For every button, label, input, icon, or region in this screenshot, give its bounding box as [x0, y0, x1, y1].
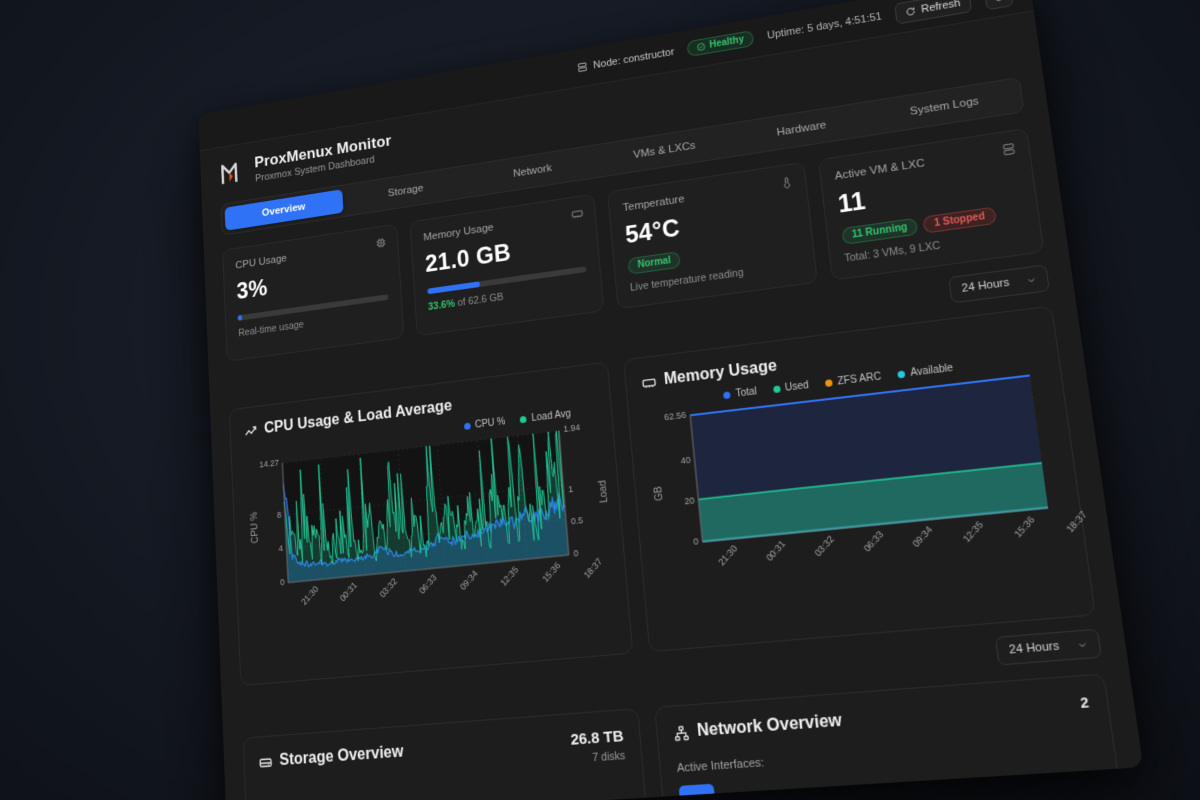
legend-label-used: Used — [784, 379, 810, 394]
server-icon — [577, 61, 588, 73]
memory-percent: 33.6% — [427, 298, 456, 313]
storage-total-capacity-value: 26.8 TB — [569, 727, 625, 749]
network-overview-panel: Network Overview 2 Active Interfaces: — [654, 673, 1124, 800]
y-axis-tick: 0 — [279, 577, 285, 588]
storage-disk-count: 7 disks — [592, 749, 626, 765]
network-title-row: Network Overview — [673, 712, 843, 743]
node-indicator: Node: constructor — [577, 46, 675, 73]
storage-header-row: Storage Overview 26.8 TB 7 disks — [259, 727, 626, 786]
cpu-icon — [374, 236, 386, 254]
cpu-chart-canvas: 14.27 8 4 0 CPU % 1.94 1 0.5 0 Load 21:30 00:31 03:3… — [246, 420, 611, 619]
network-interface-count: 2 — [1079, 693, 1090, 712]
legend-item-available: Available — [897, 363, 954, 381]
x-axis-tick: 18:37 — [1063, 509, 1090, 535]
y2-axis-label: Load — [597, 479, 611, 503]
uptime-label: Uptime: 5 days, 4:51:51 — [766, 10, 883, 42]
cpu-usage-card: CPU Usage 3% Real-time usage — [222, 223, 404, 362]
time-range-value-mid: 24 Hours — [1008, 639, 1061, 657]
health-badge-label: Healthy — [708, 34, 745, 51]
refresh-label: Refresh — [920, 0, 962, 15]
legend-label-available: Available — [909, 362, 954, 379]
network-header-row: Network Overview 2 — [673, 694, 1090, 743]
storage-summary: 26.8 TB 7 disks — [570, 727, 626, 766]
vm-stopped-badge: 1 Stopped — [922, 206, 997, 234]
y2-axis-tick: 1 — [567, 483, 574, 494]
refresh-button[interactable]: Refresh — [894, 0, 973, 24]
legend-item-used: Used — [772, 380, 809, 395]
network-title: Network Overview — [696, 711, 843, 741]
y-axis-label: CPU % — [249, 511, 261, 544]
storage-overview-panel: Storage Overview 26.8 TB 7 disks Total C… — [242, 708, 650, 800]
chevron-down-icon — [1026, 275, 1037, 285]
memory-usage-card: Memory Usage 21.0 GB 33.6% of 62.6 GB — [408, 193, 605, 337]
refresh-icon — [905, 5, 916, 16]
theme-toggle-button[interactable] — [983, 0, 1014, 10]
legend-item-total: Total — [723, 386, 757, 401]
y-axis-tick: 4 — [278, 543, 284, 554]
stat-card-row: CPU Usage 3% Real-time usage Memory Usag… — [203, 109, 1068, 365]
y2-axis-tick: 1.94 — [562, 422, 581, 435]
legend-item-load: Load Avg — [520, 409, 571, 426]
hard-drive-icon — [259, 754, 273, 770]
memory-icon — [641, 374, 657, 391]
memory-total: of 62.6 GB — [457, 291, 504, 309]
memory-chart-canvas: 62.56 40 20 0 GB 21:30 00:31 03:32 06:33 09:34 12:… — [645, 368, 1089, 582]
network-icon — [673, 724, 690, 741]
charts-row: CPU Usage & Load Average CPU % Load Avg … — [210, 288, 1121, 688]
legend-label-total: Total — [735, 386, 758, 400]
moon-icon — [992, 0, 1005, 2]
chevron-down-icon — [1077, 639, 1089, 650]
legend-item-cpu: CPU % — [463, 416, 506, 432]
memory-chart-title: Memory Usage — [663, 357, 778, 389]
y2-axis-tick: 0.5 — [570, 514, 584, 527]
server-stack-icon — [1001, 142, 1017, 162]
y-axis-tick: 8 — [276, 509, 282, 520]
y-axis-label: GB — [653, 485, 666, 501]
health-status-badge: Healthy — [686, 30, 755, 58]
memory-icon — [571, 207, 585, 226]
thermometer-icon — [779, 175, 794, 194]
y-axis-tick: 0 — [692, 536, 699, 547]
node-label: Node: constructor — [592, 45, 675, 71]
trending-up-icon — [244, 423, 258, 439]
legend-label-load: Load Avg — [531, 408, 572, 424]
storage-title-row: Storage Overview — [259, 743, 404, 771]
legend-item-zfs-arc: ZFS ARC — [824, 371, 882, 389]
check-circle-icon — [697, 42, 706, 52]
memory-chart-panel: Memory Usage Total Used ZFS ARC Availabl… — [623, 305, 1096, 653]
y-axis-tick: 40 — [680, 454, 692, 467]
time-range-value-top: 24 Hours — [961, 276, 1011, 295]
y-axis-tick: 20 — [684, 495, 695, 507]
storage-title: Storage Overview — [279, 743, 404, 770]
vm-running-badge: 11 Running — [840, 217, 919, 246]
storage-total-capacity-label: Total Capacity: — [261, 782, 629, 800]
y2-axis-tick: 0 — [573, 548, 579, 559]
network-interface-pill[interactable] — [678, 783, 716, 800]
cpu-chart-panel: CPU Usage & Load Average CPU % Load Avg … — [228, 361, 634, 687]
legend-label-cpu: CPU % — [474, 416, 506, 431]
legend-label-zfs-arc: ZFS ARC — [836, 371, 882, 388]
proxmenux-dashboard-window: Node: constructor Healthy Uptime: 5 days… — [198, 0, 1144, 800]
network-active-interfaces-label: Active Interfaces: — [676, 756, 765, 776]
temperature-status-badge: Normal — [627, 251, 682, 275]
proxmenux-logo — [218, 157, 246, 189]
